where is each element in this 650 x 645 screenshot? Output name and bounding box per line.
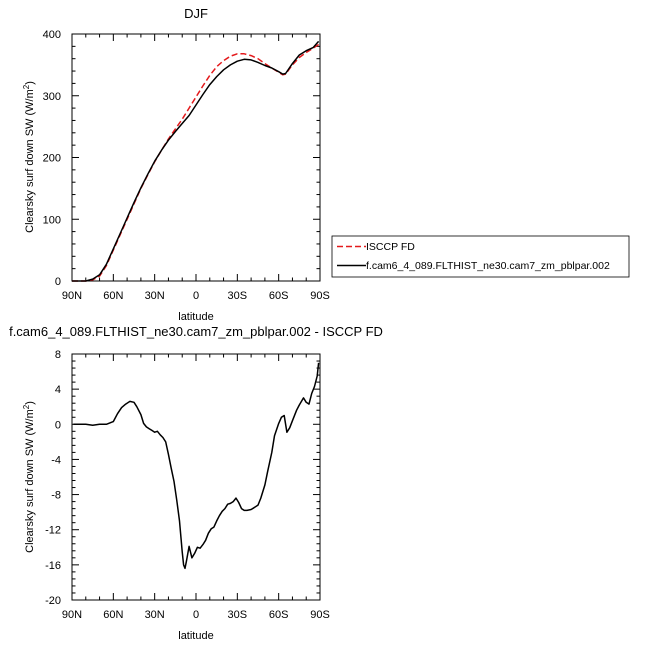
x-tick-label: 0 — [193, 609, 199, 621]
series-line-2 — [72, 40, 320, 282]
top-chart-plot-frame — [71, 33, 321, 282]
top-chart-tick-labels: 90N 60N 30N 0 30S 60S 90S 0 100 200 300 400 — [43, 29, 330, 302]
y-tick-label: -20 — [45, 595, 61, 607]
x-tick-label: 30N — [145, 290, 165, 302]
bottom-chart-ticks — [71, 353, 321, 601]
x-tick-label: 30N — [145, 609, 165, 621]
x-tick-label: 90S — [310, 290, 330, 302]
y-tick-label: 0 — [55, 276, 61, 288]
top-chart-x-axis-title: latitude — [178, 311, 213, 323]
bottom-chart-title: f.cam6_4_089.FLTHIST_ne30.cam7_zm_pblpar… — [9, 324, 383, 339]
y-tick-label: -12 — [45, 525, 61, 537]
y-tick-label: 0 — [55, 419, 61, 431]
x-tick-label: 30S — [228, 609, 248, 621]
bottom-chart-plot-frame — [71, 353, 321, 601]
bottom-chart-series — [73, 362, 320, 570]
x-tick-label: 90S — [310, 609, 330, 621]
x-tick-label: 60N — [103, 290, 123, 302]
top-chart-ticks — [71, 33, 321, 282]
legend: ISCCP FD f.cam6_4_089.FLTHIST_ne30.cam7_… — [331, 235, 630, 278]
y-tick-label: 400 — [43, 29, 61, 41]
y-tick-label: -16 — [45, 560, 61, 572]
x-tick-label: 30S — [228, 290, 248, 302]
series-line-1 — [72, 43, 320, 282]
legend-label-model: f.cam6_4_089.FLTHIST_ne30.cam7_zm_pblpar… — [366, 260, 610, 272]
x-tick-label: 0 — [193, 290, 199, 302]
y-tick-label: -4 — [51, 454, 61, 466]
legend-box — [331, 235, 630, 278]
bottom-chart-x-axis-title: latitude — [178, 630, 213, 642]
top-chart-series — [72, 40, 320, 282]
top-chart-y-axis-title: Clearsky surf down SW (W/m2) — [22, 81, 36, 233]
legend-label-isccp: ISCCP FD — [366, 241, 415, 253]
y-tick-label: 300 — [43, 91, 61, 103]
bottom-chart-y-axis-title: Clearsky surf down SW (W/m2) — [22, 401, 36, 553]
series-line-1 — [73, 362, 320, 570]
y-tick-label: -8 — [51, 490, 61, 502]
y-tick-label: 8 — [55, 349, 61, 361]
top-chart-title: DJF — [184, 6, 208, 21]
x-tick-label: 90N — [62, 609, 82, 621]
y-tick-label: 4 — [55, 384, 61, 396]
top-chart-panel: DJF 90N 60N 30N 0 30S 60S 90S 0 100 200 300 400 lat… — [22, 6, 330, 323]
y-tick-label: 100 — [43, 214, 61, 226]
y-tick-label: 200 — [43, 153, 61, 165]
x-tick-label: 60N — [103, 609, 123, 621]
bottom-chart-panel: f.cam6_4_089.FLTHIST_ne30.cam7_zm_pblpar… — [9, 324, 383, 642]
x-tick-label: 60S — [269, 609, 289, 621]
bottom-chart-tick-labels: 90N 60N 30N 0 30S 60S 90S -20 -16 -12 -8 -4 0 4 8 — [45, 349, 330, 621]
x-tick-label: 90N — [62, 290, 82, 302]
x-tick-label: 60S — [269, 290, 289, 302]
